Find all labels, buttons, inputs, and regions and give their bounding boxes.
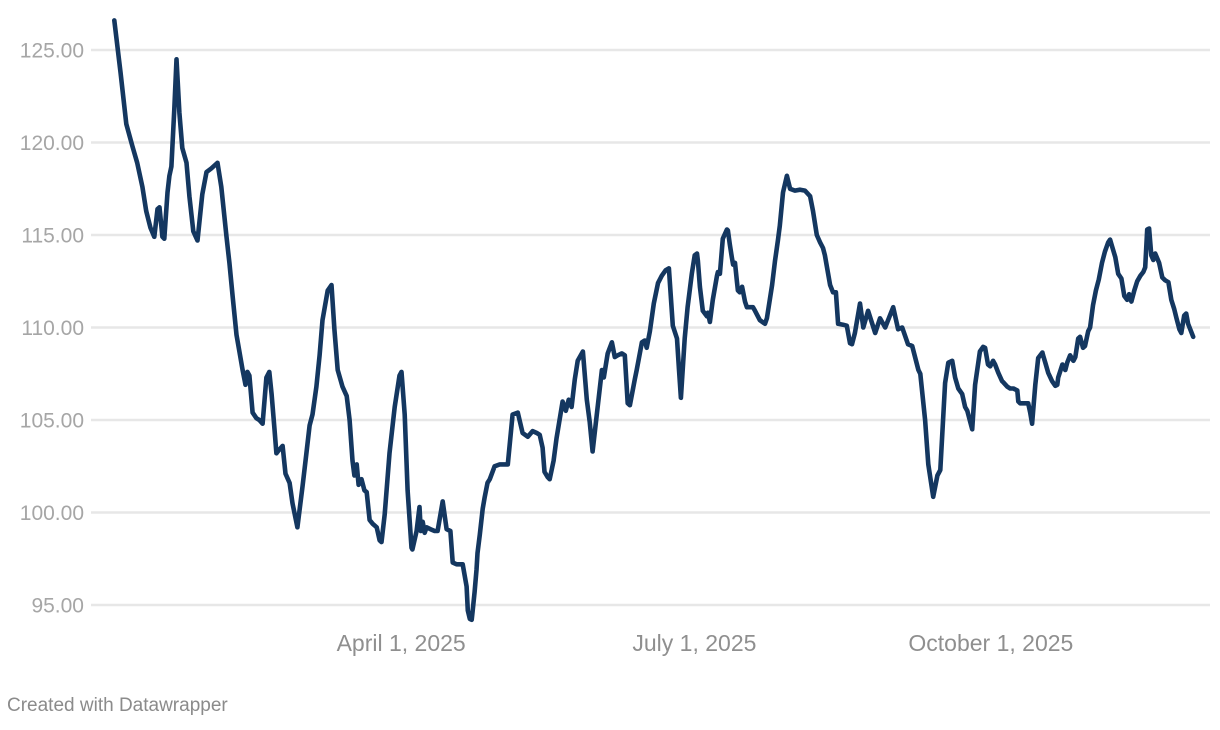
y-axis-tick-label: 120.00 bbox=[20, 132, 84, 155]
datawrapper-attribution: Created with Datawrapper bbox=[7, 695, 228, 716]
y-axis-tick-label: 105.00 bbox=[20, 410, 84, 433]
y-axis-tick-label: 125.00 bbox=[20, 40, 84, 63]
x-axis-tick-label: October 1, 2025 bbox=[908, 630, 1073, 656]
x-axis-tick-label: July 1, 2025 bbox=[632, 630, 756, 656]
y-axis-tick-label: 100.00 bbox=[20, 502, 84, 525]
data-line-price bbox=[112, 18, 1196, 623]
y-axis-tick-label: 95.00 bbox=[31, 595, 84, 618]
y-axis-tick-label: 110.00 bbox=[21, 317, 84, 340]
x-axis-tick-label: April 1, 2025 bbox=[337, 630, 466, 656]
y-axis-tick-label: 115.00 bbox=[21, 225, 84, 248]
